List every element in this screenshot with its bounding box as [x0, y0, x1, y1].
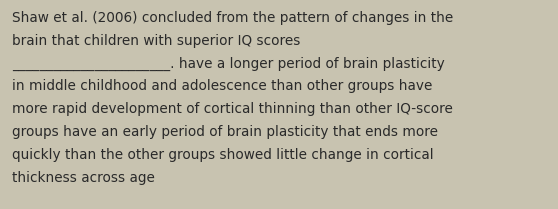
Text: _______________________. have a longer period of brain plasticity: _______________________. have a longer p… — [12, 57, 445, 71]
Text: more rapid development of cortical thinning than other IQ-score: more rapid development of cortical thinn… — [12, 102, 453, 116]
Text: thickness across age: thickness across age — [12, 171, 155, 185]
Text: Shaw et al. (2006) concluded from the pattern of changes in the: Shaw et al. (2006) concluded from the pa… — [12, 11, 453, 25]
Text: in middle childhood and adolescence than other groups have: in middle childhood and adolescence than… — [12, 79, 432, 93]
Text: quickly than the other groups showed little change in cortical: quickly than the other groups showed lit… — [12, 148, 434, 162]
Text: groups have an early period of brain plasticity that ends more: groups have an early period of brain pla… — [12, 125, 438, 139]
Text: brain that children with superior IQ scores: brain that children with superior IQ sco… — [12, 34, 300, 48]
